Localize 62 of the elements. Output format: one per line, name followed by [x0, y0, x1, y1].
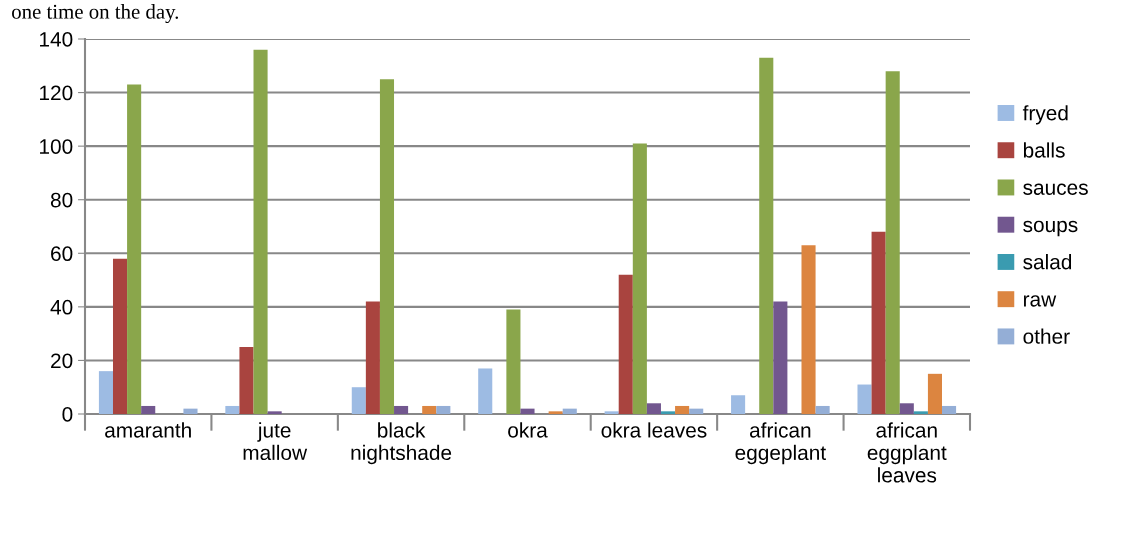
bar	[253, 49, 268, 414]
y-tick-label: 40	[50, 299, 73, 315]
bar	[141, 405, 156, 414]
text: one time on the day.	[12, 4, 179, 24]
x-tick-label: amaranth	[105, 422, 191, 438]
legend-label: other	[1023, 328, 1070, 344]
bar	[183, 408, 198, 414]
bar	[225, 405, 240, 414]
x-tick-label: okra	[508, 422, 548, 438]
bar	[239, 347, 254, 414]
y-tick-label: 120	[40, 85, 73, 101]
bar	[871, 231, 886, 414]
bar	[899, 403, 914, 414]
bar	[394, 405, 409, 414]
bar	[815, 405, 830, 414]
legend-label: raw	[1023, 295, 1057, 307]
y-tick-label: 100	[40, 139, 73, 154]
legend-label: fryed	[1022, 105, 1068, 125]
bar	[618, 274, 633, 414]
bar	[520, 408, 535, 414]
x-tick-label: african eggeplant	[735, 422, 826, 465]
y-tick-label: 60	[51, 246, 73, 262]
bar	[801, 245, 816, 414]
legend-label: balls	[1023, 142, 1065, 158]
bar	[759, 57, 774, 414]
bar	[885, 71, 900, 414]
bar	[379, 79, 395, 414]
y-tick-label: 20	[51, 353, 73, 369]
bar	[127, 84, 142, 414]
bar	[112, 258, 128, 414]
x-tick-label: black nightshade	[351, 422, 452, 465]
bar	[675, 405, 690, 414]
x-tick-label: okra leaves	[601, 422, 707, 438]
bar	[927, 373, 943, 414]
bar	[422, 405, 437, 414]
bar	[478, 368, 493, 414]
bar	[267, 411, 282, 414]
bar	[773, 301, 788, 414]
bar	[562, 408, 577, 414]
bar	[604, 411, 619, 414]
x-tick-label: african eggplant leaves	[867, 422, 947, 483]
bar	[689, 408, 704, 414]
bar	[646, 403, 661, 414]
bar	[351, 387, 366, 414]
bar	[506, 309, 521, 414]
legend-label: sauces	[1023, 183, 1088, 195]
bar	[660, 411, 676, 414]
bar	[857, 384, 872, 414]
bar	[632, 143, 647, 414]
bar	[548, 411, 563, 414]
y-tick-label: 0	[62, 407, 73, 422]
bar	[98, 371, 113, 414]
y-tick-label: 80	[50, 192, 73, 208]
bar	[731, 395, 746, 414]
bar	[942, 405, 957, 414]
bar	[913, 411, 928, 414]
legend-label: soups	[1023, 220, 1078, 237]
bar	[436, 405, 451, 414]
y-tick-label: 140	[40, 32, 73, 47]
bar	[365, 301, 380, 414]
x-tick-label: jute mallow	[243, 422, 308, 461]
legend-label: salad	[1023, 254, 1072, 270]
